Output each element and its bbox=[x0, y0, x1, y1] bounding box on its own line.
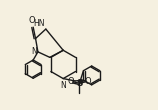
Text: S: S bbox=[76, 79, 83, 88]
Text: O: O bbox=[68, 77, 74, 86]
Text: O: O bbox=[85, 77, 91, 86]
Text: HN: HN bbox=[33, 19, 45, 28]
Text: N: N bbox=[31, 47, 37, 56]
Text: N: N bbox=[60, 81, 66, 90]
Text: O: O bbox=[28, 16, 35, 25]
